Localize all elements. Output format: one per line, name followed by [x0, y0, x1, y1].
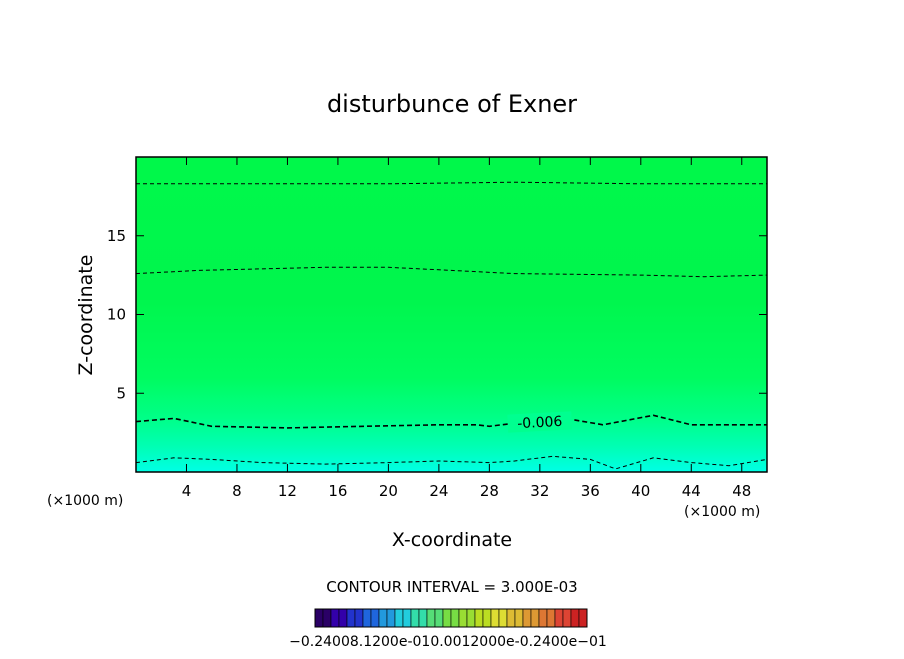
colorbar-cell [314, 608, 324, 628]
x-tick-label: 16 [328, 482, 347, 500]
colorbar-cell [322, 608, 332, 628]
colorbar-cell [330, 608, 340, 628]
colorbar-cells [314, 608, 588, 628]
x-axis-ticks: 4 8 12 16 20 24 28 32 36 40 44 48 [182, 157, 751, 500]
z-unit-label: (×1000 m) [47, 493, 123, 509]
x-tick-label: 36 [581, 482, 600, 500]
x-unit-label: (×1000 m) [684, 504, 760, 520]
colorbar-labels: −0.24008.1200e-010.0012000e-0.2400e−01 [289, 634, 607, 650]
colorbar-cell [498, 608, 508, 628]
colorbar-cell [338, 608, 348, 628]
contour-label-background [507, 411, 573, 433]
colorbar-cell [570, 608, 580, 628]
x-tick-label: 12 [278, 482, 297, 500]
colorbar-cell [394, 608, 404, 628]
contour-line [135, 414, 767, 429]
x-tick-label: 8 [232, 482, 242, 500]
chart-title: disturbunce of Exner [327, 90, 577, 118]
y-tick-label: 10 [107, 306, 126, 324]
colorbar-cell [522, 608, 532, 628]
colorbar-cell [434, 608, 444, 628]
colorbar-cell [410, 608, 420, 628]
contour-label: -0.006 [517, 414, 563, 432]
x-tick-label: 20 [379, 482, 398, 500]
colorbar-cell [450, 608, 460, 628]
colorbar-cell [354, 608, 364, 628]
colorbar-cell [562, 608, 572, 628]
y-axis-ticks: 5 10 15 [107, 227, 767, 402]
colorbar-cell [378, 608, 388, 628]
contour-line [135, 455, 768, 470]
y-axis-label: Z-coordinate [75, 255, 97, 376]
contour-line [135, 266, 768, 278]
y-tick-label: 5 [116, 384, 126, 402]
colorbar-frame [314, 608, 588, 628]
x-tick-label: 24 [429, 482, 448, 500]
x-tick-label: 48 [732, 482, 751, 500]
colorbar-cell [578, 608, 588, 628]
colorbar-cell [370, 608, 380, 628]
x-tick-label: 32 [530, 482, 549, 500]
contour-interval-text: CONTOUR INTERVAL = 3.000E-03 [326, 578, 577, 596]
colorbar-cell [402, 608, 412, 628]
x-tick-label: 28 [480, 482, 499, 500]
colorbar-cell [458, 608, 468, 628]
x-tick-label: 40 [631, 482, 650, 500]
contour-line [136, 181, 767, 185]
colorbar-cell [466, 608, 476, 628]
colorbar-cell [554, 608, 564, 628]
field-fill [136, 157, 767, 472]
y-tick-label: 15 [107, 227, 126, 245]
colorbar-cell [538, 608, 548, 628]
colorbar-cell [474, 608, 484, 628]
colorbar-cell [490, 608, 500, 628]
x-axis-label: X-coordinate [392, 529, 512, 551]
contour-lines [135, 181, 768, 470]
colorbar: −0.24008.1200e-010.0012000e-0.2400e−01 [289, 608, 607, 650]
x-tick-label: 44 [682, 482, 701, 500]
x-tick-label: 4 [182, 482, 192, 500]
colorbar-cell [506, 608, 516, 628]
colorbar-cell [482, 608, 492, 628]
colorbar-cell [426, 608, 436, 628]
colorbar-cell [346, 608, 356, 628]
colorbar-cell [514, 608, 524, 628]
colorbar-cell [546, 608, 556, 628]
colorbar-cell [418, 608, 428, 628]
plot-area: -0.006 [135, 156, 768, 473]
colorbar-cell [386, 608, 396, 628]
colorbar-cell [362, 608, 372, 628]
colorbar-cell [442, 608, 452, 628]
colorbar-cell [530, 608, 540, 628]
